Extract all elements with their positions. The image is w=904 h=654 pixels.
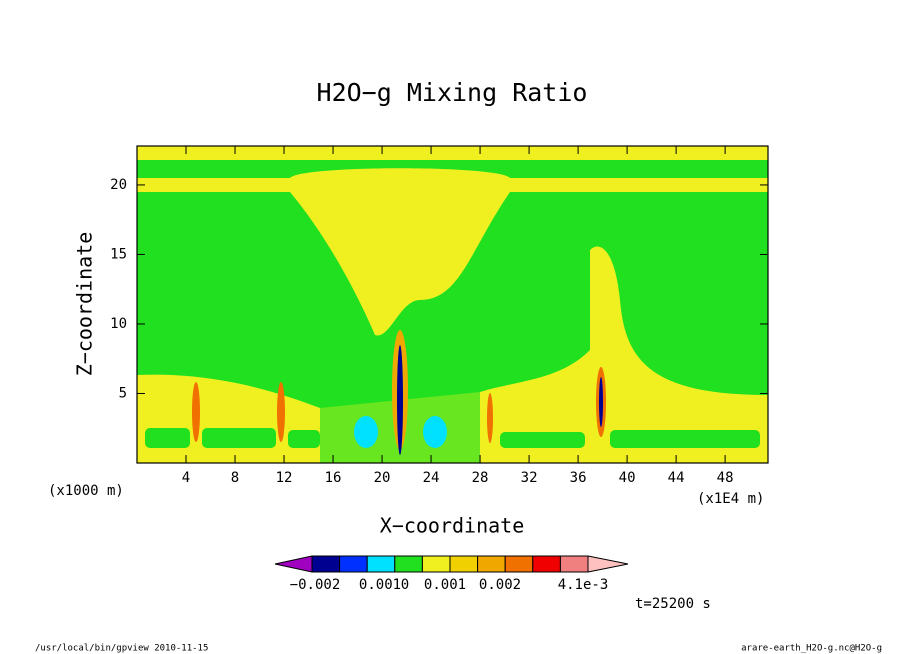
- colorbar-box: [366, 555, 396, 573]
- colorbar-box: [559, 555, 589, 573]
- x-tick-label: 4: [182, 470, 190, 486]
- colorbar-end: [274, 555, 313, 573]
- x-tick-label: 16: [325, 470, 342, 486]
- x-tick-label: 32: [521, 470, 538, 486]
- time-label: t=25200 s: [635, 596, 711, 612]
- y-tick-label: 5: [119, 385, 127, 401]
- colorbar-label: −0.002: [290, 577, 341, 593]
- x-tick-label: 20: [374, 470, 391, 486]
- x-tick-label: 28: [472, 470, 489, 486]
- x-tick-label: 40: [619, 470, 636, 486]
- colorbar-label: 0.001: [424, 577, 466, 593]
- footer-left: /usr/local/bin/gpview 2010-11-15: [35, 644, 208, 654]
- chart-title: H2O−g Mixing Ratio: [317, 78, 588, 107]
- colorbar-box: [449, 555, 479, 573]
- colorbar-label: 0.001: [359, 577, 401, 593]
- x-tick-label: 36: [570, 470, 587, 486]
- x-tick-label: 24: [423, 470, 440, 486]
- y-tick-label: 20: [110, 177, 127, 193]
- colorbar-box: [532, 555, 561, 573]
- colorbar-box: [421, 555, 451, 573]
- x-tick-label: 48: [717, 470, 734, 486]
- plot-frame: [136, 145, 769, 464]
- x-tick-label: 44: [668, 470, 685, 486]
- colorbar-label: 0: [401, 577, 409, 593]
- x-axis-title: X−coordinate: [380, 514, 525, 538]
- x-unit: (x1000 m): [48, 483, 124, 499]
- colorbar-box: [504, 555, 534, 573]
- footer-right: arare-earth_H2O-g.nc@H2O-g: [741, 644, 882, 654]
- colorbar-box: [311, 555, 341, 573]
- colorbar-box: [339, 555, 368, 573]
- y-tick-label: 10: [110, 316, 127, 332]
- colorbar-box: [477, 555, 506, 573]
- y-tick-label: 15: [110, 246, 127, 262]
- colorbar-unit: (x1E4 m): [697, 491, 764, 507]
- colorbar: −0.002 0.001 0 0.001 0.002 4.1e-3: [274, 555, 629, 593]
- colorbar-box: [394, 555, 423, 573]
- x-tick-label: 8: [231, 470, 239, 486]
- colorbar-label: 0.002: [479, 577, 521, 593]
- colorbar-label: 4.1e-3: [558, 577, 609, 593]
- contour-field: [137, 146, 768, 463]
- y-axis-title: Z−coordinate: [73, 232, 97, 377]
- x-tick-label: 12: [276, 470, 293, 486]
- colorbar-end: [587, 555, 629, 573]
